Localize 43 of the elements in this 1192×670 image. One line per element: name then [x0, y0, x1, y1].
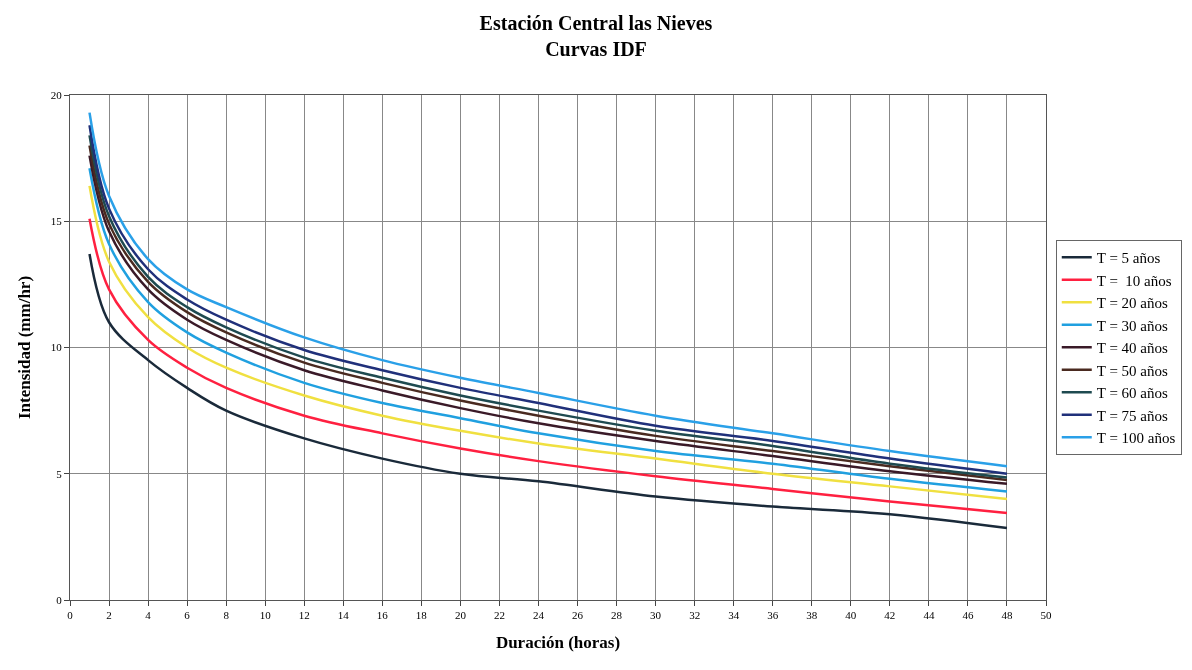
chart-title: Estación Central las Nieves Curvas IDF — [479, 12, 713, 61]
x-tick-label: 34 — [728, 609, 740, 622]
legend-label: T = 10 años — [1096, 272, 1172, 289]
legend-label: T = 20 años — [1096, 295, 1169, 312]
x-tick-label: 28 — [611, 609, 623, 622]
x-tick-label: 44 — [923, 609, 935, 622]
legend-label: T = 100 años — [1096, 430, 1176, 447]
x-tick-label: 38 — [806, 609, 818, 622]
y-axis-title: Intensidad (mm/hr) — [15, 275, 35, 420]
x-tick-label: 4 — [145, 609, 152, 622]
y-tick-label: 10 — [50, 341, 63, 354]
legend-label: T = 75 años — [1096, 407, 1169, 424]
x-tick-label: 46 — [962, 609, 974, 622]
x-tick-label: 36 — [767, 609, 779, 622]
x-tick-label: 48 — [1001, 609, 1013, 622]
x-tick-label: 32 — [689, 609, 701, 622]
x-tick-label: 8 — [223, 609, 230, 622]
x-tick-label: 12 — [298, 609, 310, 622]
legend-label: T = 5 años — [1096, 250, 1161, 267]
x-tick-label: 30 — [650, 609, 662, 622]
legend-label: T = 50 años — [1096, 362, 1169, 379]
legend-label: T = 30 años — [1096, 317, 1169, 334]
x-tick-label: 22 — [493, 609, 505, 622]
x-tick-label: 50 — [1040, 609, 1052, 622]
x-tick-label: 20 — [454, 609, 467, 622]
x-tick-label: 26 — [572, 609, 584, 622]
x-tick-label: 0 — [67, 609, 74, 622]
y-tick-label: 20 — [50, 88, 63, 101]
y-tick-label: 0 — [56, 593, 63, 606]
x-tick-label: 14 — [337, 609, 350, 622]
y-tick-label: 5 — [56, 467, 63, 480]
y-tick-label: 15 — [50, 215, 63, 228]
legend-label: T = 60 años — [1096, 385, 1169, 402]
x-tick-label: 40 — [845, 609, 857, 622]
x-tick-label: 10 — [259, 609, 272, 622]
x-tick-label: 18 — [415, 609, 428, 622]
x-axis-title: Duración (horas) — [495, 632, 621, 652]
x-tick-label: 24 — [532, 609, 545, 622]
x-tick-label: 6 — [184, 609, 191, 622]
x-tick-label: 2 — [106, 609, 112, 622]
x-tick-label: 42 — [884, 609, 896, 622]
legend-label: T = 40 años — [1096, 340, 1169, 357]
x-tick-label: 16 — [376, 609, 389, 622]
